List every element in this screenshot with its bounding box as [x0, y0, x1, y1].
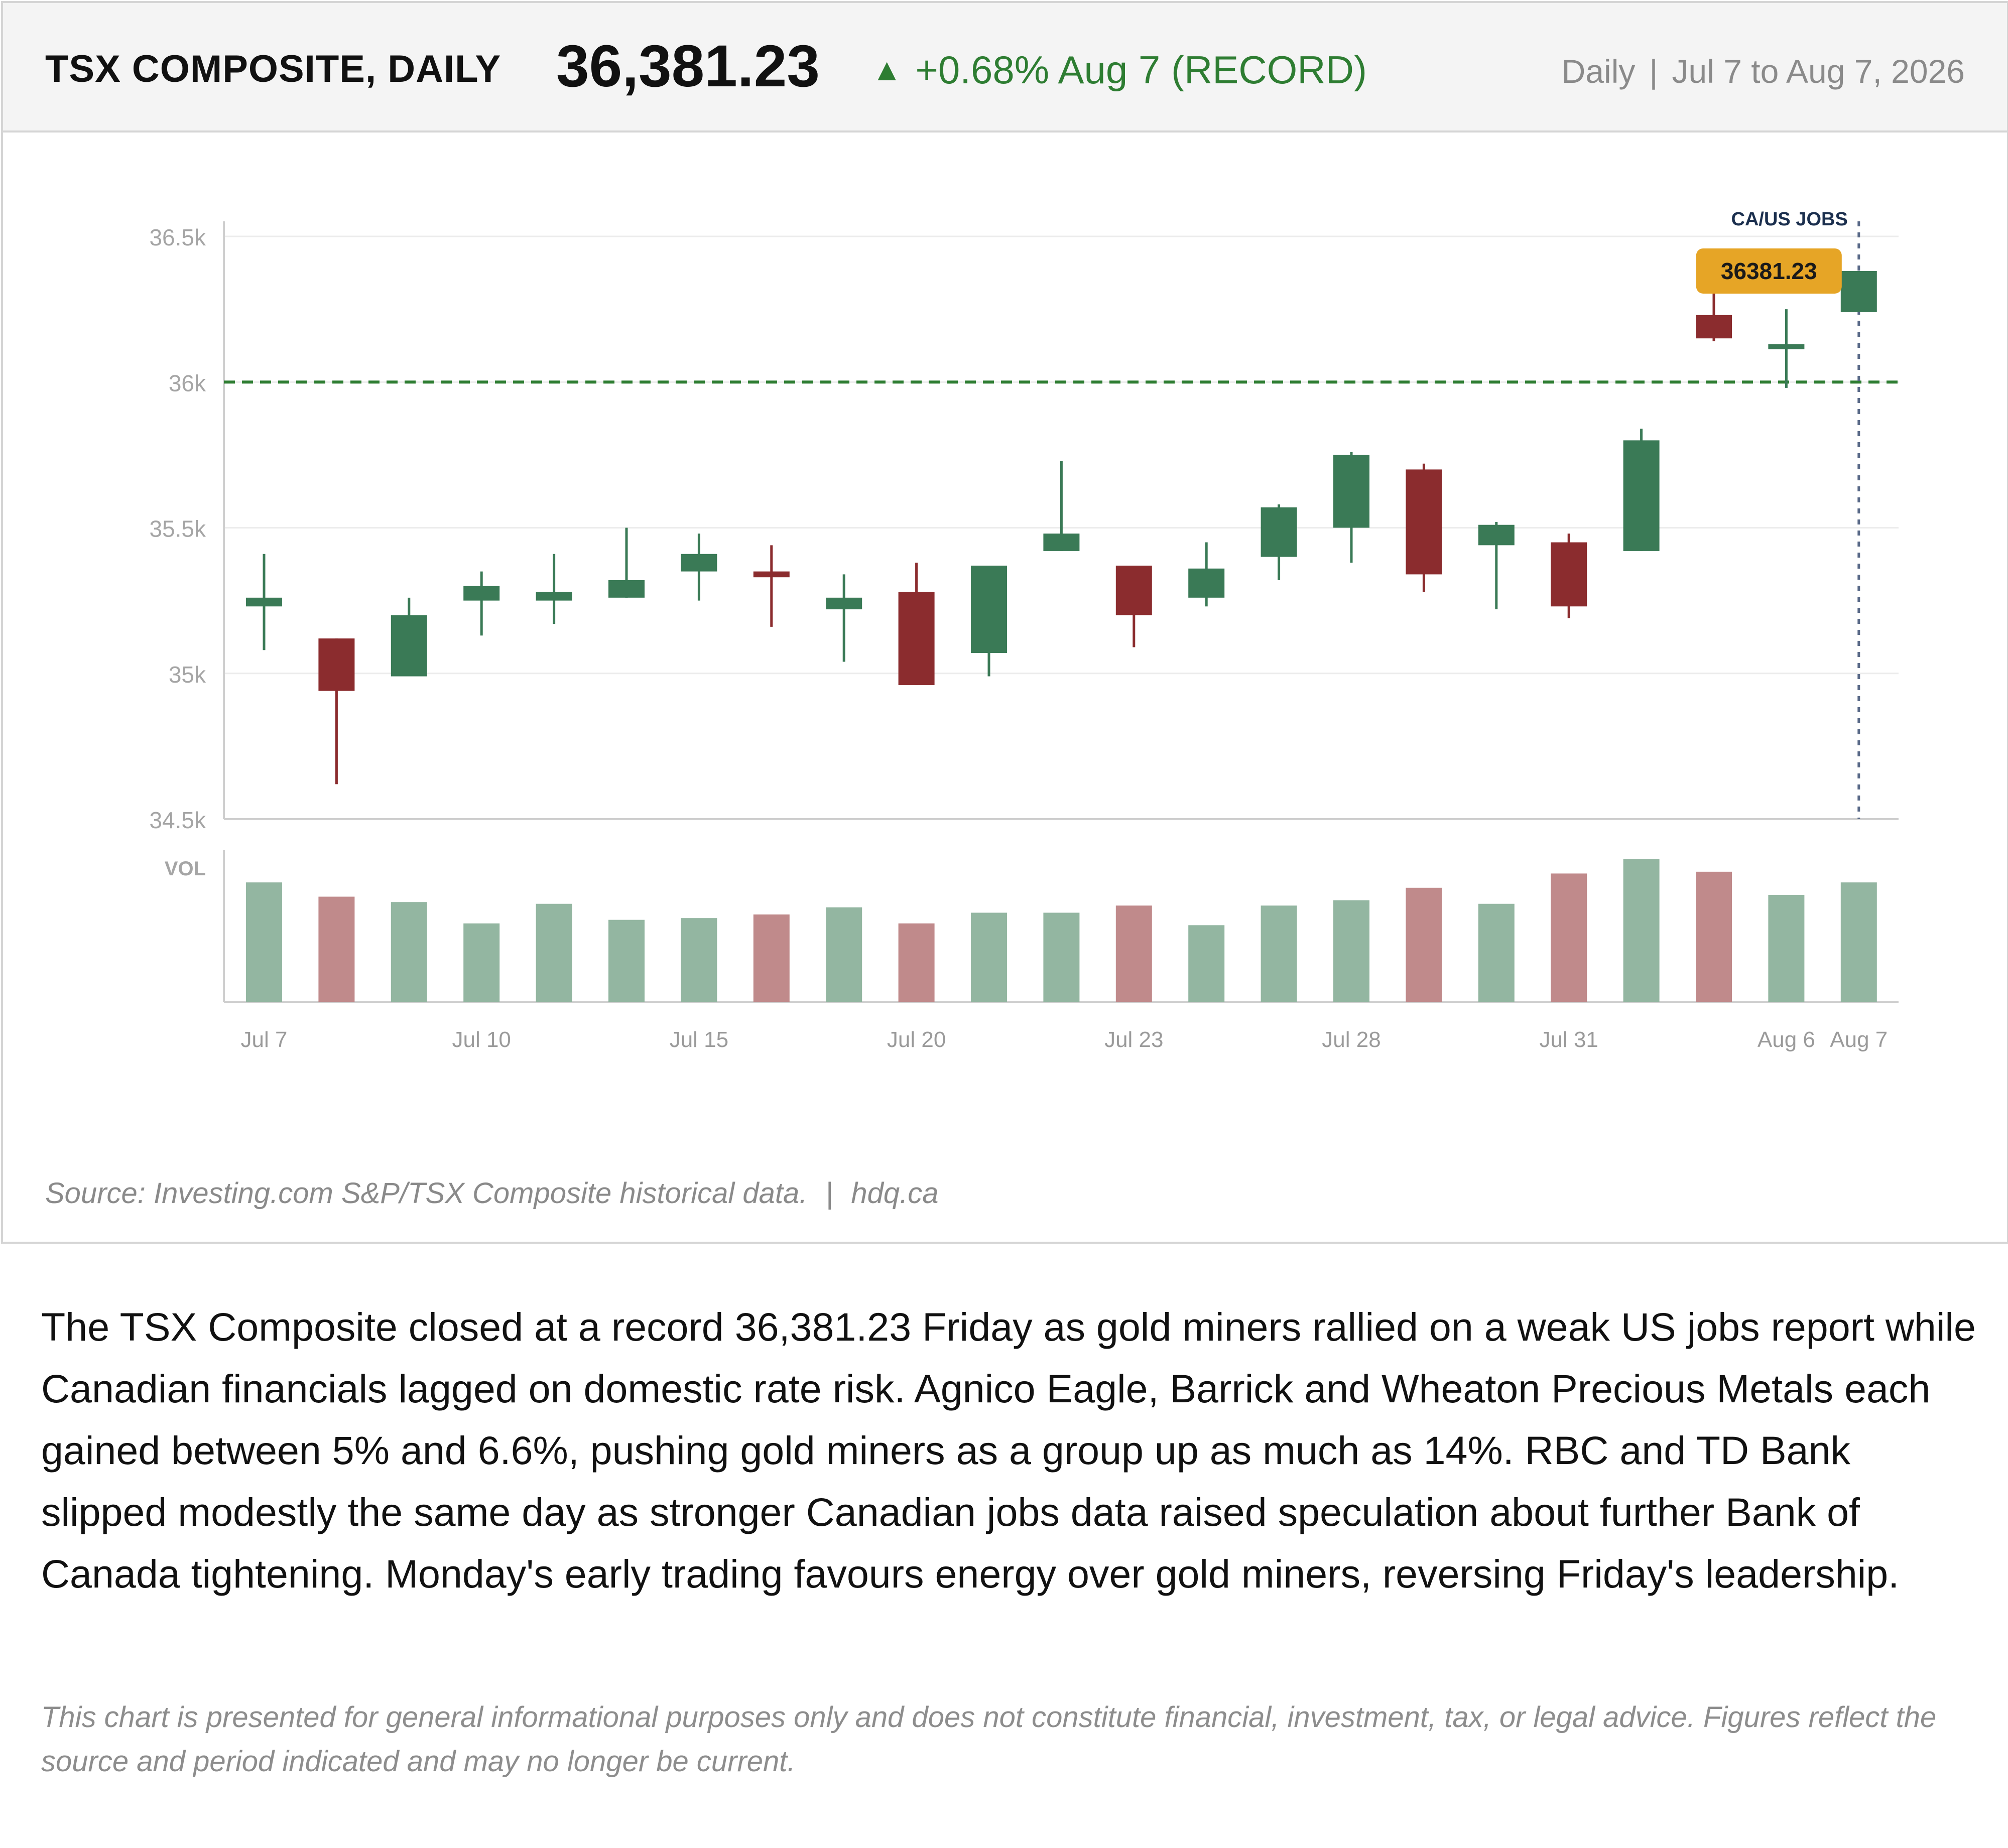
y-tick-label: 34.5k [149, 807, 206, 833]
source-separator: | [825, 1177, 833, 1210]
volume-bar [1840, 882, 1877, 1002]
candle-body [1333, 455, 1369, 528]
candle-body [463, 586, 500, 601]
candle-body [1696, 315, 1732, 339]
source-site: hdq.ca [851, 1177, 939, 1210]
candle-body [1623, 440, 1660, 551]
price-change-text: +0.68% Aug 7 (RECORD) [915, 48, 1367, 92]
x-tick-label: Jul 28 [1322, 1027, 1380, 1052]
candlestick-chart: 36.5k 36k 35.5k 35k 34.5k VOL CA/US JOBS Jul 7 J… [149, 209, 1899, 1052]
volume-bar [1261, 905, 1297, 1002]
volume-bar [826, 907, 862, 1002]
candle-body [1043, 534, 1080, 551]
candle-body [536, 592, 572, 601]
volume-bar [1768, 895, 1805, 1002]
volume-bar [971, 912, 1007, 1002]
x-tick-label: Jul 15 [670, 1027, 728, 1052]
range-separator: | [1649, 53, 1658, 90]
y-tick-label: 36.5k [149, 224, 206, 250]
chart-card: TSX COMPOSITE, DAILY 36,381.23 ▲ +0.68% A… [1, 1, 2008, 1244]
candle-body [1478, 524, 1515, 546]
chart-header: TSX COMPOSITE, DAILY 36,381.23 ▲ +0.68% A… [3, 3, 2007, 133]
article-body: The TSX Composite closed at a record 36,… [41, 1304, 1976, 1596]
candle-body [826, 597, 862, 610]
candle-body [898, 592, 935, 685]
volume-label: VOL [165, 858, 206, 880]
y-tick-label: 35k [169, 662, 206, 688]
volume-bar [1115, 905, 1152, 1002]
volume-bar [1188, 925, 1225, 1002]
last-price: 36,381.23 [556, 33, 820, 99]
up-arrow-icon: ▲ [871, 53, 903, 87]
price-callout-label: 36381.23 [1721, 258, 1817, 284]
volume-bar [1333, 900, 1369, 1002]
candle-body [318, 638, 355, 691]
volume-bar [1406, 887, 1442, 1002]
volume-bar [246, 882, 282, 1002]
candle-body [1551, 542, 1587, 607]
y-tick-label: 35.5k [149, 516, 206, 542]
volume-bar [681, 918, 717, 1002]
volume-bar [898, 923, 935, 1002]
candle-body [1115, 565, 1152, 615]
volume-bar [1551, 873, 1587, 1002]
candle-body [391, 615, 427, 677]
x-tick-label: Aug 6 [1758, 1027, 1815, 1052]
candle-body [971, 565, 1007, 653]
date-range-label: Jul 7 to Aug 7, 2026 [1672, 53, 1965, 90]
volume-bar [391, 902, 427, 1002]
volume-bar [1623, 859, 1660, 1002]
candle-body [1188, 568, 1225, 598]
x-tick-label: Jul 10 [452, 1027, 511, 1052]
candle-body [246, 597, 282, 607]
volume-bar [1696, 871, 1732, 1002]
candle-body [1840, 271, 1877, 312]
x-tick-label: Jul 7 [241, 1027, 288, 1052]
volume-bar [463, 923, 500, 1002]
x-tick-label: Jul 31 [1539, 1027, 1598, 1052]
interval-label: Daily [1561, 53, 1636, 90]
candle-body [753, 571, 790, 578]
source-line: Source: Investing.com S&P/TSX Composite … [45, 1176, 939, 1210]
candle-body [1768, 344, 1805, 349]
candle-body [1261, 507, 1297, 557]
x-tick-label: Jul 20 [887, 1027, 946, 1052]
volume-bar [1043, 912, 1080, 1002]
chart-title: TSX COMPOSITE, DAILY [45, 48, 501, 90]
y-tick-label: 36k [169, 370, 206, 396]
source-text: Source: Investing.com S&P/TSX Composite … [45, 1177, 808, 1210]
price-change: ▲ +0.68% Aug 7 (RECORD) [871, 47, 1367, 93]
volume-bar [753, 914, 790, 1002]
x-tick-label: Jul 23 [1104, 1027, 1163, 1052]
event-marker-label: CA/US JOBS [1731, 209, 1848, 230]
date-range: Daily | Jul 7 to Aug 7, 2026 [1562, 52, 1965, 90]
volume-bar [318, 896, 355, 1002]
candle-body [608, 580, 645, 598]
candle-body [681, 554, 717, 572]
disclaimer: This chart is presented for general info… [41, 1701, 1937, 1778]
price-callout [1696, 248, 1842, 294]
volume-bar [536, 903, 572, 1002]
x-tick-label: Aug 7 [1830, 1027, 1888, 1052]
volume-bar [608, 919, 645, 1002]
candle-body [1406, 469, 1442, 575]
volume-bar [1478, 903, 1515, 1002]
